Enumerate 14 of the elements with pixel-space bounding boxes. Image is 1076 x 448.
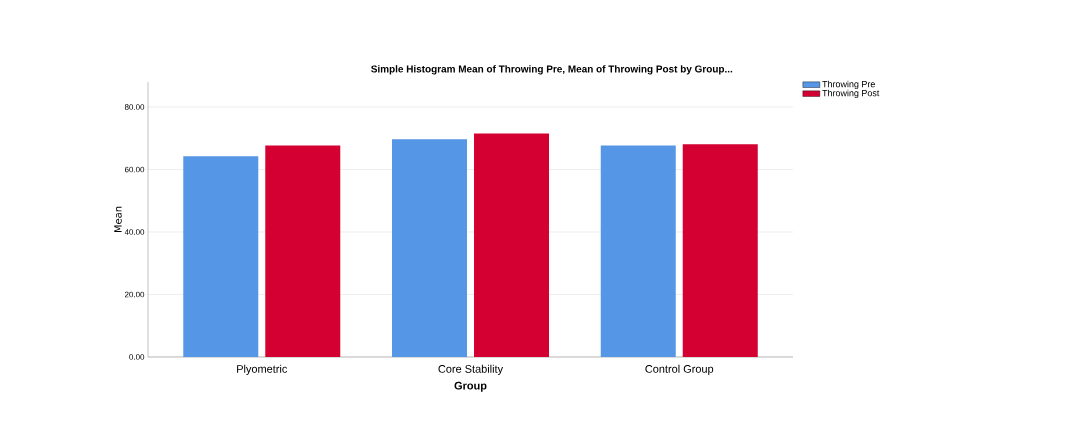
legend-label: Throwing Pre: [822, 80, 875, 90]
x-axis-title: Group: [454, 381, 487, 392]
bar: [682, 144, 758, 357]
bar: [265, 145, 341, 357]
x-tick-label: Plyometric: [237, 364, 288, 375]
legend-label: Throwing Post: [822, 89, 880, 99]
x-tick-label: Core Stability: [438, 364, 504, 375]
bar: [392, 139, 468, 357]
x-tick-label: Control Group: [645, 364, 714, 375]
chart-title: Simple Histogram Mean of Throwing Pre, Mean of Throwing Post by Group...: [371, 65, 733, 75]
bar: [600, 145, 676, 357]
bar: [183, 156, 259, 357]
bar: [474, 133, 550, 357]
y-axis-title: Mean: [114, 206, 122, 233]
